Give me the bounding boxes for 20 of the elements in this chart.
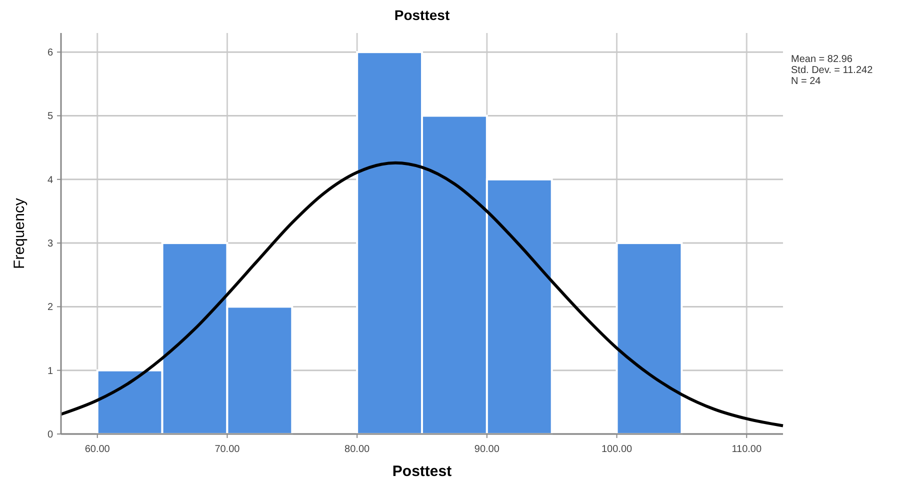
x-tick-label: 60.00 [84, 444, 110, 455]
x-tick-label: 100.00 [601, 444, 633, 455]
x-tick-label: 70.00 [214, 444, 240, 455]
x-tick-label: 90.00 [474, 444, 500, 455]
text: Mean = 82.96 [791, 54, 853, 65]
y-tick-label: 2 [47, 302, 54, 314]
y-tick-label: 6 [47, 48, 54, 59]
y-tick-label: 4 [47, 174, 54, 186]
y-axis-title: Frequency [11, 198, 28, 269]
x-axis-title: Posttest [392, 463, 452, 480]
line-series [60, 161, 784, 428]
chart-title: Posttest [394, 7, 450, 23]
x-tick-label: 80.00 [344, 444, 370, 455]
text: N = 24 [791, 76, 822, 87]
y-tick-label: 3 [47, 238, 54, 250]
text: Std. Dev. = 11.242 [791, 65, 874, 76]
y-tick-label: 5 [47, 111, 54, 122]
y-tick-label: 0 [47, 430, 54, 440]
y-tick-label: 1 [47, 366, 54, 377]
x-tick-label: 110.00 [732, 444, 762, 455]
